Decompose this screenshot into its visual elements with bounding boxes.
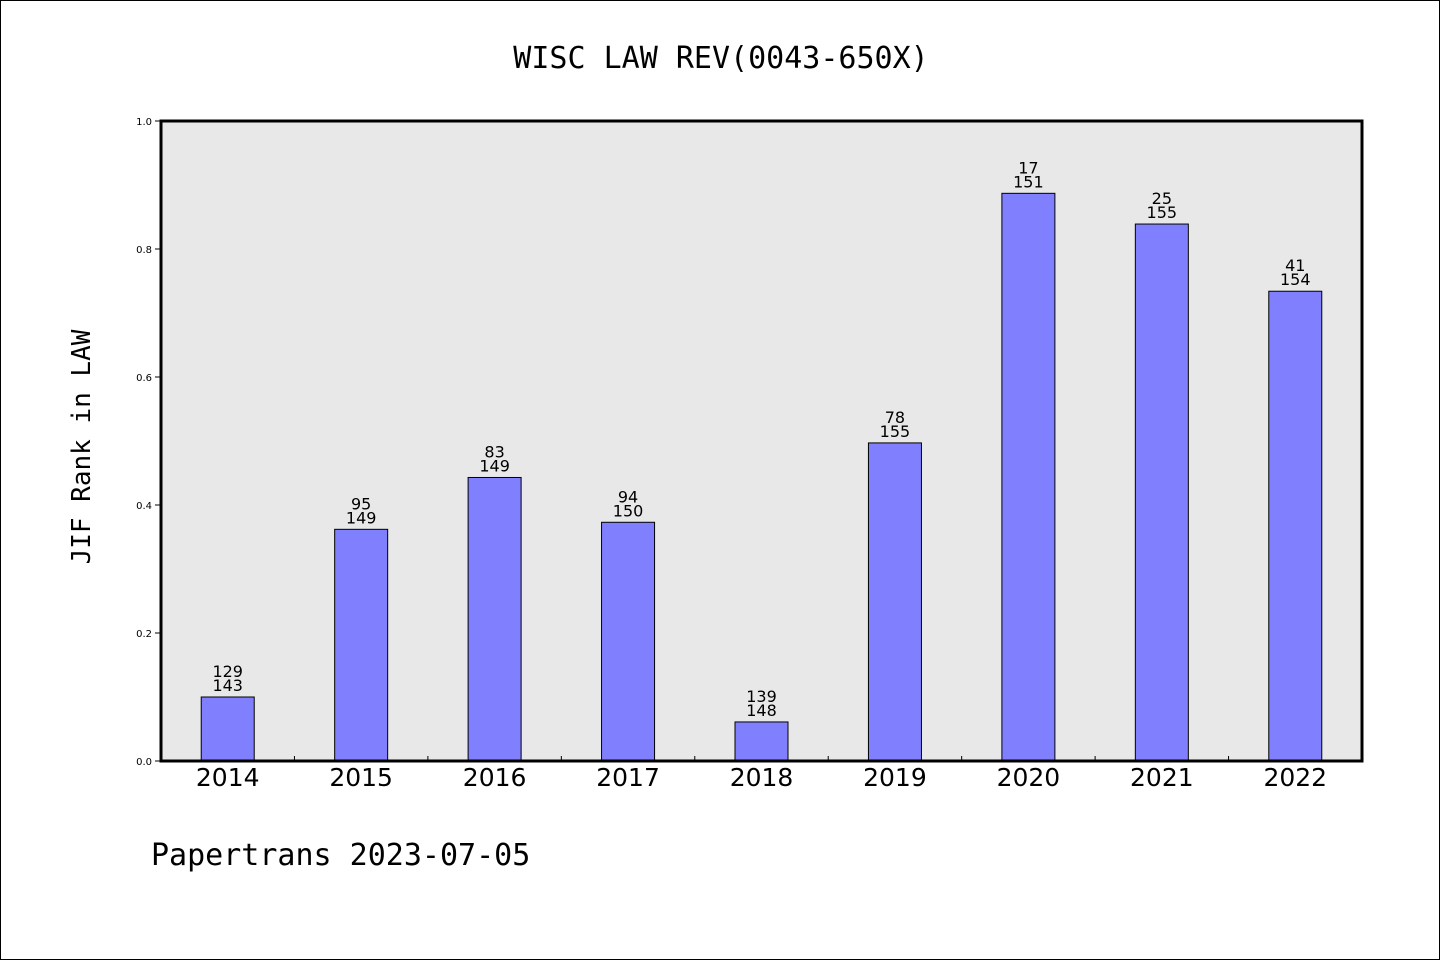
y-tick-label: 0.0 [136, 757, 152, 768]
bar-rank-label: 94 [618, 487, 638, 506]
y-tick-label: 0.2 [136, 629, 152, 640]
x-tick-label: 2022 [1263, 763, 1327, 792]
bar-total-label: 149 [346, 508, 377, 527]
bar-2022 [1268, 290, 1323, 762]
bar-rank-label: 83 [484, 442, 504, 461]
y-tick-label: 0.6 [136, 373, 152, 384]
bar-total-label: 150 [613, 501, 644, 520]
bar-2016 [467, 476, 522, 762]
bar-total-label: 148 [746, 701, 777, 720]
bar-rank-label: 129 [212, 662, 243, 681]
x-axis: 2014 2015 2016 2017 2018 2019 2020 2021 2022 [196, 756, 1327, 792]
x-tick-label: 2020 [997, 763, 1061, 792]
bar-total-label: 149 [479, 456, 510, 475]
bar-total-label: 155 [1147, 203, 1178, 222]
y-tick-label: 0.8 [136, 245, 152, 256]
x-tick-label: 2014 [196, 763, 260, 792]
bar-2017 [601, 521, 656, 762]
bar-2021 [1134, 223, 1189, 762]
chart-title: WISC LAW REV(0043-650X) [513, 41, 928, 76]
bar-rank-label: 41 [1285, 256, 1305, 275]
footer-text: Papertrans 2023-07-05 [151, 838, 530, 873]
x-tick-label: 2019 [863, 763, 927, 792]
y-axis-label: JIF Rank in LAW [67, 329, 97, 564]
bar-total-label: 151 [1013, 172, 1044, 191]
bar-total-label: 154 [1280, 270, 1311, 289]
bar-total-label: 143 [212, 676, 243, 695]
bar-rank-label: 139 [746, 687, 777, 706]
bar-2014 [200, 696, 255, 762]
y-axis: 0.0 0.2 0.4 0.6 0.8 1.0 [136, 117, 161, 768]
y-tick-label: 0.4 [136, 501, 152, 512]
bar-rank-label: 95 [351, 494, 371, 513]
bar-2018 [734, 721, 789, 762]
bar-rank-label: 25 [1152, 189, 1172, 208]
bar-2015 [334, 528, 389, 762]
x-tick-label: 2021 [1130, 763, 1194, 792]
bar-total-label: 155 [880, 422, 911, 441]
x-tick-label: 2017 [596, 763, 660, 792]
plot-border [159, 119, 1364, 763]
bar-2019 [867, 442, 922, 762]
x-tick-label: 2018 [730, 763, 794, 792]
bar-rank-label: 17 [1018, 158, 1038, 177]
x-tick-label: 2015 [329, 763, 393, 792]
bar-rank-label: 78 [885, 408, 905, 427]
bar-2020 [1001, 192, 1056, 762]
y-tick-label: 1.0 [136, 117, 152, 128]
x-tick-label: 2016 [463, 763, 527, 792]
